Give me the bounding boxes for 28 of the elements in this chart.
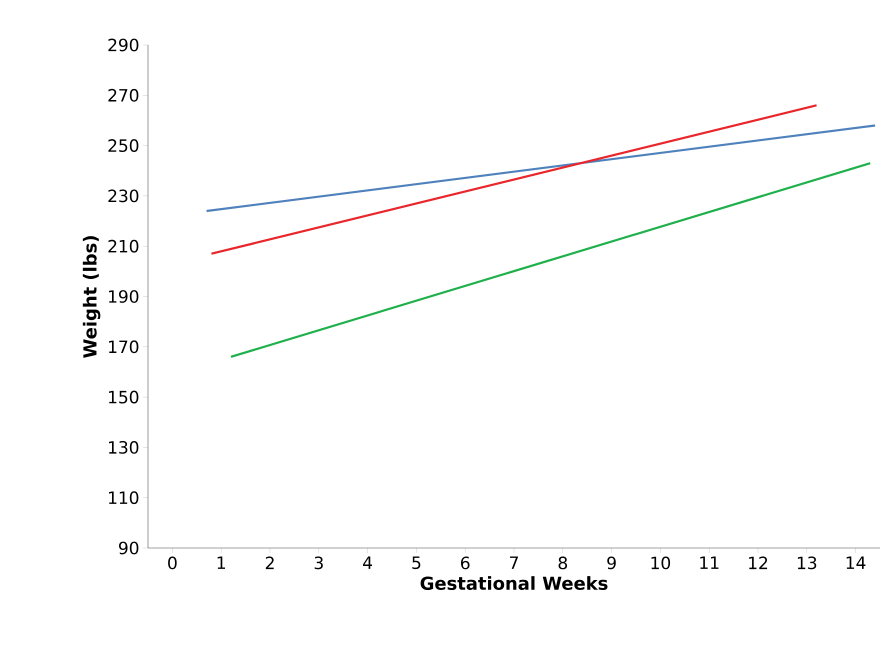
x-tick-label: 9 — [607, 556, 616, 570]
x-tick-label: 8 — [558, 556, 568, 570]
x-tick-label: 6 — [461, 556, 470, 570]
x-tick-label: 7 — [510, 556, 518, 569]
y-tick-label: 210 — [108, 240, 138, 253]
y-tick-label: 90 — [119, 542, 138, 554]
x-tick-label: 4 — [363, 556, 372, 569]
y-tick-label: 270 — [108, 88, 138, 102]
x-tick-label: 0 — [168, 556, 177, 570]
x-tick-label: 12 — [749, 556, 768, 570]
x-tick-label: 3 — [314, 556, 323, 570]
y-tick-label: 190 — [109, 290, 138, 303]
x-tick-label: 10 — [651, 556, 670, 570]
y-tick-label: 130 — [109, 440, 138, 454]
y-tick-label: 170 — [109, 340, 138, 354]
x-tick-label: 14 — [846, 556, 866, 569]
x-tick-label: 5 — [412, 556, 420, 570]
x-tick-label: 2 — [266, 556, 274, 570]
y-tick-label: 110 — [109, 491, 138, 504]
y-tick-label: 150 — [109, 390, 138, 404]
y-axis-title: Weight (lbs) — [82, 236, 100, 358]
y-tick-label: 250 — [108, 139, 138, 152]
y-tick-label: 230 — [108, 189, 138, 202]
x-tick-label: 13 — [798, 556, 816, 570]
x-axis-title: Gestational Weeks — [420, 576, 608, 590]
x-tick-label: 1 — [218, 556, 226, 569]
x-tick-label: 11 — [700, 556, 718, 569]
y-tick-label: 290 — [108, 38, 138, 52]
